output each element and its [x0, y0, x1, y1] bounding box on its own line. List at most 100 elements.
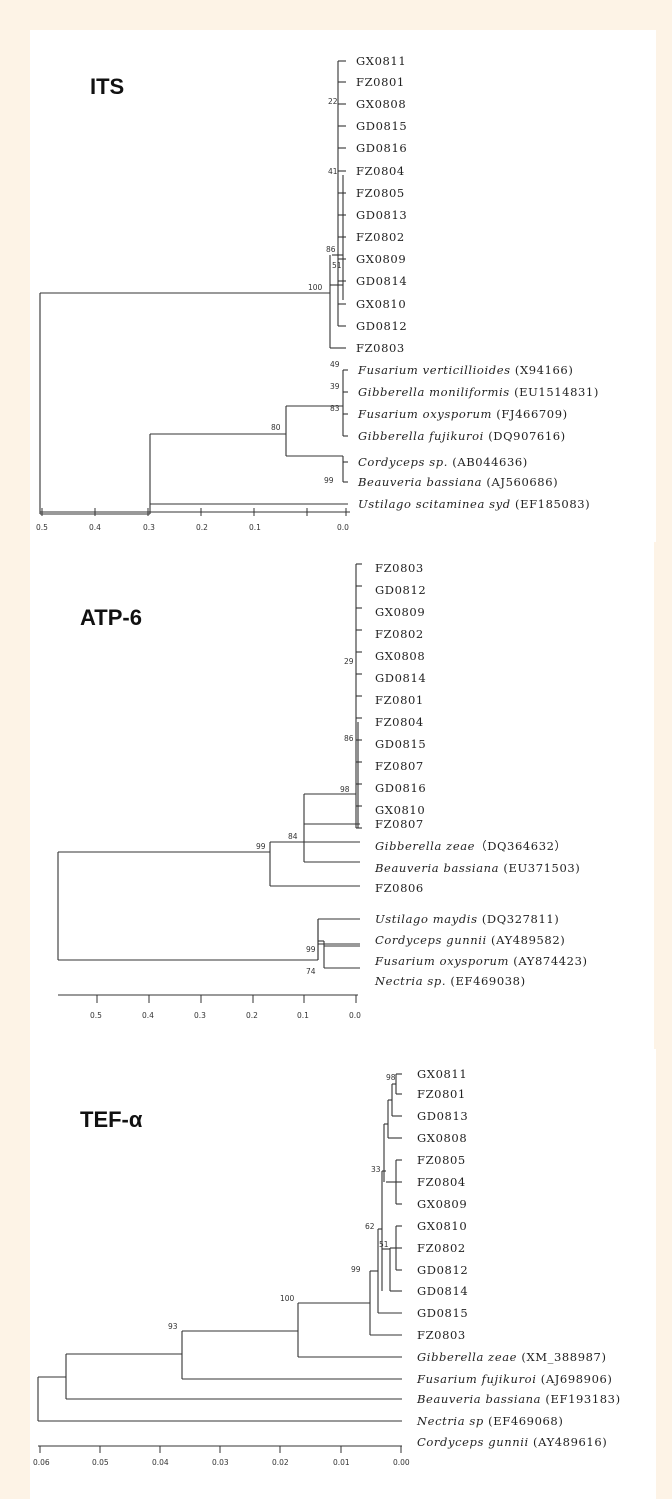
atp6-bootstrap: 99: [256, 842, 266, 851]
atp6-taxon: FZ0807: [375, 759, 424, 773]
atp6-taxon: GX0808: [375, 649, 425, 663]
atp6-bootstrap: 98: [340, 785, 350, 794]
atp6-taxon: GX0810: [375, 803, 425, 817]
its-species-label: Fusarium verticillioides (X94166): [357, 363, 573, 377]
its-tree-panel: ITS: [30, 30, 656, 542]
atp6-taxon: GX0809: [375, 605, 425, 619]
atp6-tree-panel: ATP-6: [30, 542, 654, 1054]
atp6-title: ATP-6: [80, 605, 142, 630]
tef-taxon: GX0808: [417, 1131, 467, 1145]
tef-scale-tick: 0.04: [152, 1458, 169, 1467]
atp6-tree: FZ0803 GD0812 GX0809 FZ0802 GX0808 GD081…: [57, 561, 588, 1020]
tef-bootstrap: 99: [351, 1265, 361, 1274]
tef-taxon: GD0814: [417, 1284, 468, 1298]
atp6-scale-tick: 0.1: [297, 1011, 309, 1020]
atp6-scale-tick: 0.0: [349, 1011, 361, 1020]
its-taxon: GX0810: [356, 297, 406, 311]
its-bootstrap: 83: [330, 404, 340, 413]
its-species-label: Gibberella fujikuroi (DQ907616): [358, 429, 566, 443]
its-taxon: GD0812: [356, 319, 407, 333]
atp6-taxon: FZ0807: [375, 817, 424, 831]
atp6-taxon: FZ0804: [375, 715, 424, 729]
atp6-bootstrap: 74: [306, 967, 316, 976]
its-taxon: GX0809: [356, 252, 406, 266]
its-scale-tick: 0.3: [143, 523, 155, 532]
its-title: ITS: [90, 74, 125, 99]
its-taxon: GD0814: [356, 274, 407, 288]
atp6-scale-tick: 0.2: [246, 1011, 258, 1020]
its-scale-tick: 0.2: [196, 523, 208, 532]
its-species-label: Fusarium oxysporum (FJ466709): [357, 407, 568, 421]
its-bootstrap: 39: [330, 382, 340, 391]
atp6-species-label: Ustilago maydis (DQ327811): [375, 912, 559, 926]
its-taxon: FZ0802: [356, 230, 405, 244]
tef-bootstrap: 33: [371, 1165, 381, 1174]
its-taxon: FZ0801: [356, 75, 405, 89]
its-taxon: GD0816: [356, 141, 407, 155]
tef-species-label: Nectria sp (EF469068): [416, 1414, 563, 1428]
tef-bootstrap: 100: [280, 1294, 295, 1303]
atp6-taxon: FZ0803: [375, 561, 424, 575]
its-scale-tick: 0.5: [36, 523, 48, 532]
atp6-scale-tick: 0.5: [90, 1011, 102, 1020]
tef-taxon: FZ0801: [417, 1087, 466, 1101]
its-taxon: FZ0803: [356, 341, 405, 355]
tef-bootstrap: 93: [168, 1322, 178, 1331]
tef-taxon: GD0812: [417, 1263, 468, 1277]
atp6-bootstrap: 99: [306, 945, 316, 954]
atp6-species-label: Nectria sp. (EF469038): [374, 974, 526, 988]
its-scale-tick: 0.1: [249, 523, 261, 532]
atp6-species-label: Fusarium oxysporum (AY874423): [374, 954, 588, 968]
its-bootstrap: 41: [328, 167, 338, 176]
tef-scale-tick: 0.01: [333, 1458, 350, 1467]
its-taxon: GX0808: [356, 97, 406, 111]
its-taxon: GD0813: [356, 208, 407, 222]
tef-taxon: FZ0804: [417, 1175, 466, 1189]
its-bootstrap: 22: [328, 97, 338, 106]
atp6-species-label: Cordyceps gunnii (AY489582): [375, 933, 565, 947]
tef-scale-tick: 0.00: [393, 1458, 410, 1467]
its-species-label: Cordyceps sp. (AB044636): [358, 455, 528, 469]
its-bootstrap: 99: [324, 476, 334, 485]
atp6-scale-tick: 0.3: [194, 1011, 206, 1020]
atp6-bootstrap: 86: [344, 734, 354, 743]
tef-species-label: Gibberella zeae (XM_388987): [417, 1350, 607, 1364]
atp6-species-label: FZ0806: [375, 881, 424, 895]
tef-bootstrap: 98: [386, 1073, 396, 1082]
atp6-bootstrap: 84: [288, 832, 298, 841]
atp6-taxon: GD0816: [375, 781, 426, 795]
its-bootstrap: 80: [271, 423, 281, 432]
atp6-bootstrap: 29: [344, 657, 354, 666]
tef-taxon: GX0811: [417, 1067, 467, 1081]
tef-taxon: FZ0802: [417, 1241, 466, 1255]
tef-taxon: FZ0805: [417, 1153, 466, 1167]
tef-tree: GX0811 FZ0801 GD0813 GX0808 FZ0805 FZ080…: [33, 1067, 620, 1467]
tef-bootstrap: 51: [379, 1240, 389, 1249]
atp6-taxon: FZ0801: [375, 693, 424, 707]
atp6-taxon: FZ0802: [375, 627, 424, 641]
tef-title: TEF-α: [80, 1107, 143, 1132]
tef-species-label: Fusarium fujikuroi (AJ698906): [416, 1372, 613, 1386]
its-scale-tick: 0.4: [89, 523, 101, 532]
its-taxon: FZ0805: [356, 186, 405, 200]
its-bootstrap: 86: [326, 245, 336, 254]
its-species-label: Beauveria bassiana (AJ560686): [357, 475, 558, 489]
its-bootstrap: 51: [332, 261, 342, 270]
atp6-taxon: GD0812: [375, 583, 426, 597]
tef-scale-tick: 0.02: [272, 1458, 289, 1467]
tef-bootstrap: 62: [365, 1222, 375, 1231]
its-taxon: GX0811: [356, 54, 406, 68]
its-bootstrap: 49: [330, 360, 340, 369]
atp6-species-label: Beauveria bassiana (EU371503): [374, 861, 580, 875]
its-tree: GX0811 FZ0801 GX0808 GD0815 GD0816 FZ080…: [36, 54, 599, 532]
its-bootstrap: 100: [308, 283, 323, 292]
tef-species-label: Cordyceps gunnii (AY489616): [417, 1435, 607, 1449]
atp6-taxon: GD0815: [375, 737, 426, 751]
atp6-species-label: Gibberella zeae（DQ364632）: [375, 839, 567, 853]
tef-taxon: GD0815: [417, 1306, 468, 1320]
tef-taxon: GD0813: [417, 1109, 468, 1123]
its-taxon: GD0815: [356, 119, 407, 133]
its-species-label: Gibberella moniliformis (EU1514831): [358, 385, 599, 399]
tef-scale-tick: 0.06: [33, 1458, 50, 1467]
tef-scale-tick: 0.05: [92, 1458, 109, 1467]
